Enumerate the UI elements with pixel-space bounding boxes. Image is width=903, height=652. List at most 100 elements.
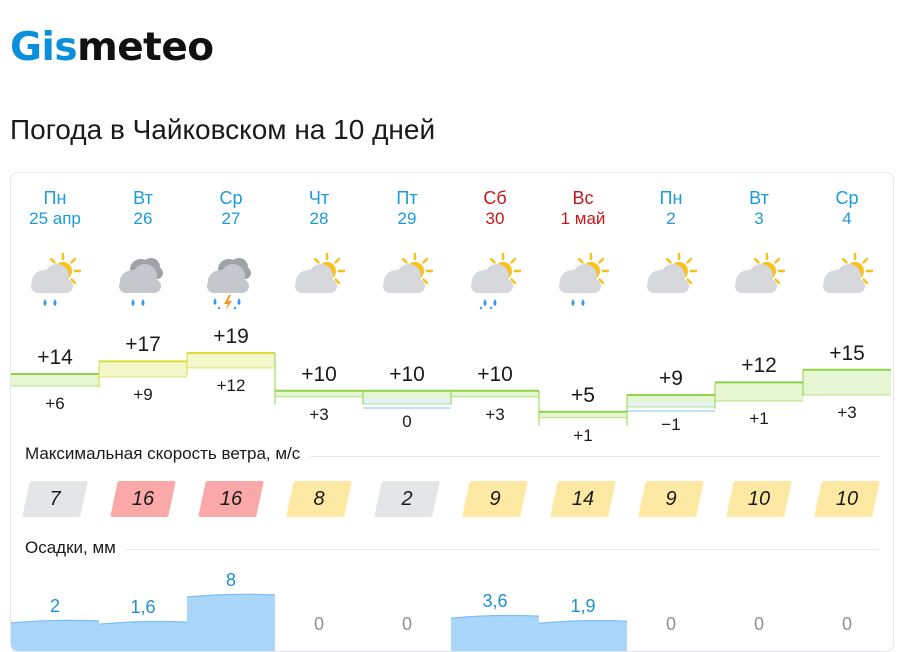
temp-segment	[450, 389, 539, 405]
day-header[interactable]: Вт 26	[99, 187, 187, 229]
temp-segment	[11, 373, 99, 387]
day-header[interactable]: Пт 29	[363, 187, 451, 229]
temp-segment	[98, 360, 187, 388]
precip-value: 8	[225, 570, 236, 590]
wind-speed-badge: 16	[110, 481, 176, 517]
temp-max: +12	[741, 354, 777, 378]
day-name: Вт	[749, 188, 769, 208]
wind-speed-value: 14	[571, 488, 595, 510]
precip-value: 0	[313, 614, 324, 634]
day-name: Чт	[308, 188, 330, 208]
day-header[interactable]: Сб 30	[451, 187, 539, 229]
temp-max: +10	[389, 362, 425, 386]
temp-fill	[451, 390, 539, 397]
day-date: 25 апр	[29, 209, 81, 228]
temp-max: +17	[125, 333, 161, 357]
temp-fill	[539, 411, 627, 418]
temp-min: +12	[216, 376, 246, 395]
temp-fill	[363, 390, 451, 404]
temp-fill	[187, 353, 275, 368]
precip-bar	[186, 593, 276, 651]
day-date: 27	[221, 209, 241, 228]
temp-fill	[627, 395, 715, 407]
temp-segment	[802, 368, 891, 397]
day-header[interactable]: Вс 1 май	[539, 187, 627, 229]
wind-speed-value: 16	[219, 488, 243, 510]
temp-fill	[715, 382, 803, 401]
temp-min: +3	[309, 404, 329, 424]
temp-max: +14	[37, 346, 73, 369]
wind-divider	[25, 456, 879, 457]
day-name: Пт	[396, 188, 418, 208]
temp-min: +6	[45, 394, 65, 413]
day-name: Пн	[43, 188, 67, 208]
precip-value: 1,6	[130, 597, 156, 618]
partly-cloudy-rain-icon	[551, 245, 615, 309]
temp-min: +3	[485, 404, 505, 424]
wind-speed-badge: 10	[814, 481, 880, 517]
day-header[interactable]: Вт 3	[715, 187, 803, 229]
day-date: 3	[754, 209, 764, 228]
temp-min: +3	[837, 403, 857, 422]
wind-speed-value: 9	[665, 488, 677, 510]
day-header[interactable]: Пн 25 апр	[11, 187, 99, 229]
precip-divider	[25, 549, 879, 550]
wind-speed-badge: 7	[22, 481, 88, 517]
temp-max: +15	[829, 341, 865, 365]
day-name: Пн	[659, 188, 683, 208]
wind-speed-value: 7	[49, 488, 61, 510]
wind-speed-badge: 9	[638, 481, 704, 517]
precip-section-title: Осадки, мм	[25, 537, 126, 559]
temp-segment	[714, 381, 803, 409]
logo-gis-part: Gis	[10, 25, 78, 70]
cloudy-thunder-rain-icon	[199, 245, 263, 313]
temp-fill-cold	[627, 403, 715, 407]
precip-value: 0	[401, 614, 412, 634]
wind-speed-value: 9	[489, 488, 501, 510]
wind-speed-value: 2	[401, 488, 413, 510]
temp-max: +10	[301, 362, 337, 386]
precip-bar	[538, 620, 628, 651]
day-date: 26	[133, 209, 153, 228]
precip-value: 2	[49, 596, 60, 616]
gismeteo-logo[interactable]: Gismeteo	[10, 24, 214, 72]
day-name: Вс	[572, 188, 594, 208]
logo-meteo-part: meteo	[77, 25, 214, 70]
day-name: Вт	[133, 188, 153, 208]
wind-speed-value: 8	[313, 488, 325, 510]
wind-speed-badge: 14	[550, 481, 616, 517]
temp-fill	[803, 369, 891, 395]
temp-min: −1	[661, 415, 681, 434]
precip-bar	[11, 619, 100, 651]
wind-speed-badge: 10	[726, 481, 792, 517]
temp-fill	[99, 361, 187, 377]
precip-bar	[98, 620, 188, 651]
precip-value: 3,6	[482, 591, 508, 612]
day-date: 29	[397, 209, 417, 228]
wind-speed-value: 10	[747, 488, 771, 510]
day-date: 4	[842, 209, 852, 228]
day-name: Ср	[835, 188, 859, 208]
partly-cloudy-icon	[639, 245, 703, 309]
partly-cloudy-rain-icon	[23, 245, 87, 309]
partly-cloudy-rain-icon	[463, 245, 527, 313]
temp-max: +19	[213, 325, 249, 348]
cloudy-rain-icon	[111, 245, 175, 309]
temp-min: 0	[402, 412, 412, 431]
day-date: 30	[485, 209, 505, 228]
partly-cloudy-icon	[815, 245, 879, 309]
precip-value: 1,9	[570, 596, 596, 617]
precip-value: 0	[665, 614, 676, 634]
precip-value: 0	[753, 614, 764, 634]
day-header[interactable]: Пн 2	[627, 187, 715, 229]
day-name: Сб	[483, 188, 507, 208]
temp-max: +9	[659, 367, 683, 390]
partly-cloudy-icon	[287, 245, 351, 309]
temp-segment	[362, 389, 451, 409]
day-date: 1 май	[560, 209, 606, 228]
day-header[interactable]: Ср 27	[187, 187, 275, 229]
day-header[interactable]: Чт 28	[275, 187, 363, 229]
wind-speed-badge: 16	[198, 481, 264, 517]
day-header[interactable]: Ср 4	[803, 187, 891, 229]
day-date: 28	[309, 209, 329, 228]
